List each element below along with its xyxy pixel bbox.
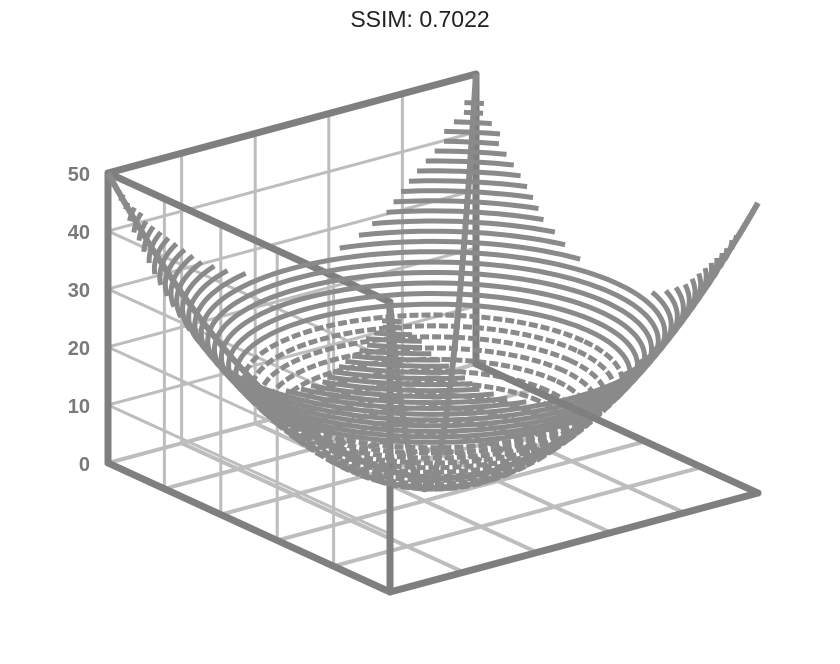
surface-ridge bbox=[387, 301, 436, 493]
wall-grid-line bbox=[106, 130, 478, 233]
front-bottom-edge bbox=[386, 489, 762, 596]
grid-lines bbox=[106, 72, 760, 594]
surface-ridge bbox=[432, 201, 761, 482]
z-tick-label: 30 bbox=[68, 280, 90, 302]
surface-ridge bbox=[430, 73, 479, 480]
floor-grid-line bbox=[179, 441, 466, 575]
chart-title: SSIM: 0.7022 bbox=[350, 6, 490, 32]
surface-ridge bbox=[105, 171, 434, 481]
z-tick-label: 50 bbox=[68, 164, 90, 186]
left-bottom-edge bbox=[104, 459, 394, 596]
z-tick-label: 0 bbox=[79, 454, 90, 476]
wall-grid-line bbox=[106, 403, 392, 536]
tick-labels: 0 10 20 30 40 50 bbox=[68, 164, 90, 476]
surface-contour bbox=[257, 334, 609, 461]
front-frame bbox=[104, 360, 762, 596]
floor-grid-line bbox=[331, 465, 704, 569]
right-bottom-edge bbox=[472, 360, 762, 497]
back-top-edge bbox=[104, 70, 480, 177]
surface-contour bbox=[266, 345, 600, 466]
surface-mesh bbox=[105, 73, 761, 493]
z-tick-label: 40 bbox=[68, 222, 90, 244]
z-tick-label: 10 bbox=[68, 396, 90, 418]
wall-grid-line bbox=[106, 304, 478, 407]
floor-grid-line bbox=[275, 439, 648, 543]
z-tick-label: 20 bbox=[68, 338, 90, 360]
